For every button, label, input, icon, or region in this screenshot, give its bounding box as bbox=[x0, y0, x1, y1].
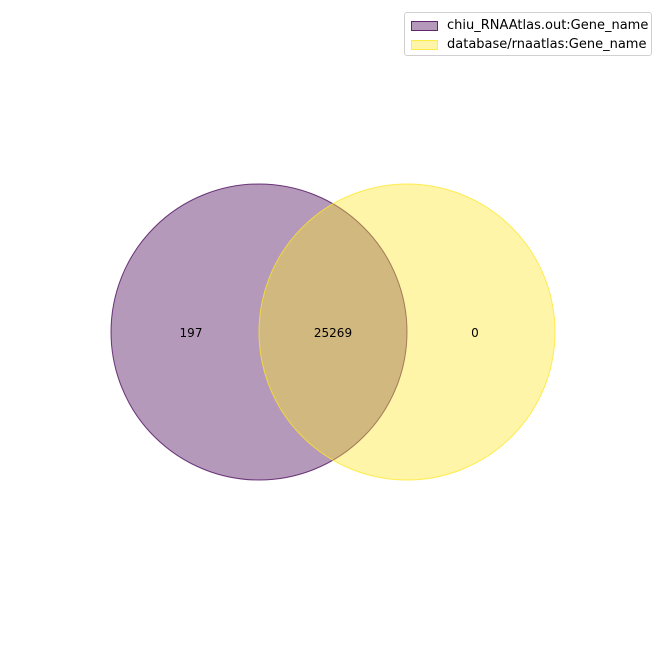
legend-swatch-set-b bbox=[411, 39, 438, 50]
region-only-a-label: 197 bbox=[180, 326, 203, 340]
region-only-b-label: 0 bbox=[471, 326, 479, 340]
legend-item-set-b: database/rnaatlas:Gene_name bbox=[411, 35, 647, 54]
legend-label-set-a: chiu_RNAAtlas.out:Gene_name bbox=[447, 18, 649, 33]
region-intersection-label: 25269 bbox=[314, 326, 352, 340]
set-b-circle bbox=[258, 183, 556, 481]
legend-label-set-b: database/rnaatlas:Gene_name bbox=[447, 37, 647, 52]
legend: chiu_RNAAtlas.out:Gene_name database/rna… bbox=[404, 12, 652, 56]
legend-item-set-a: chiu_RNAAtlas.out:Gene_name bbox=[411, 16, 649, 35]
legend-swatch-set-a bbox=[411, 20, 438, 31]
